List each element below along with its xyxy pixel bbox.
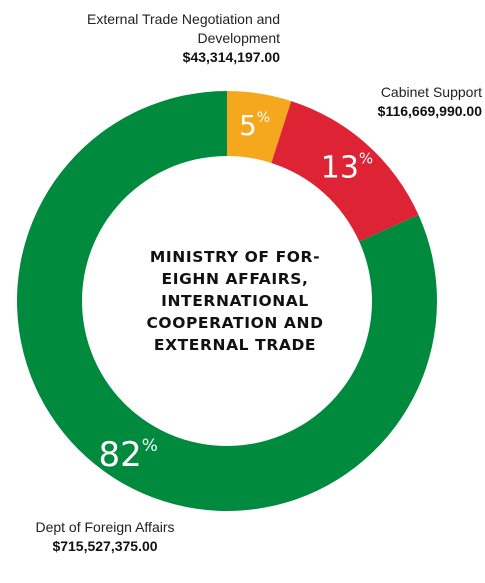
donut-slice (227, 91, 292, 163)
slice-percent-label: 13% (321, 150, 373, 186)
slice-label-foreign-affairs: Dept of Foreign Affairs $715,527,375.00 (20, 518, 190, 556)
donut-slices (17, 91, 438, 511)
chart-center-title: MINISTRY OF FOR-EIGHN AFFAIRS, INTERNATI… (146, 248, 324, 354)
slice-name-foreign-affairs: Dept of Foreign Affairs (35, 519, 175, 535)
slice-label-cabinet-support: Cabinet Support $116,669,990.00 (300, 83, 482, 121)
slice-amount-foreign-affairs: $715,527,375.00 (52, 538, 158, 554)
slice-amount-cabinet-support: $116,669,990.00 (377, 103, 482, 119)
percent-labels: 5% 13% 82% (98, 109, 373, 475)
donut-slice (271, 101, 419, 242)
slice-percent-label: 5% (239, 109, 270, 142)
slice-name-external-trade: External Trade Negotiation and Developme… (86, 11, 280, 46)
slice-label-external-trade: External Trade Negotiation and Developme… (40, 10, 280, 67)
slice-name-cabinet-support: Cabinet Support (380, 84, 482, 100)
donut-slice (17, 91, 438, 511)
slice-percent-label: 82% (98, 435, 157, 475)
slice-amount-external-trade: $43,314,197.00 (182, 49, 280, 65)
